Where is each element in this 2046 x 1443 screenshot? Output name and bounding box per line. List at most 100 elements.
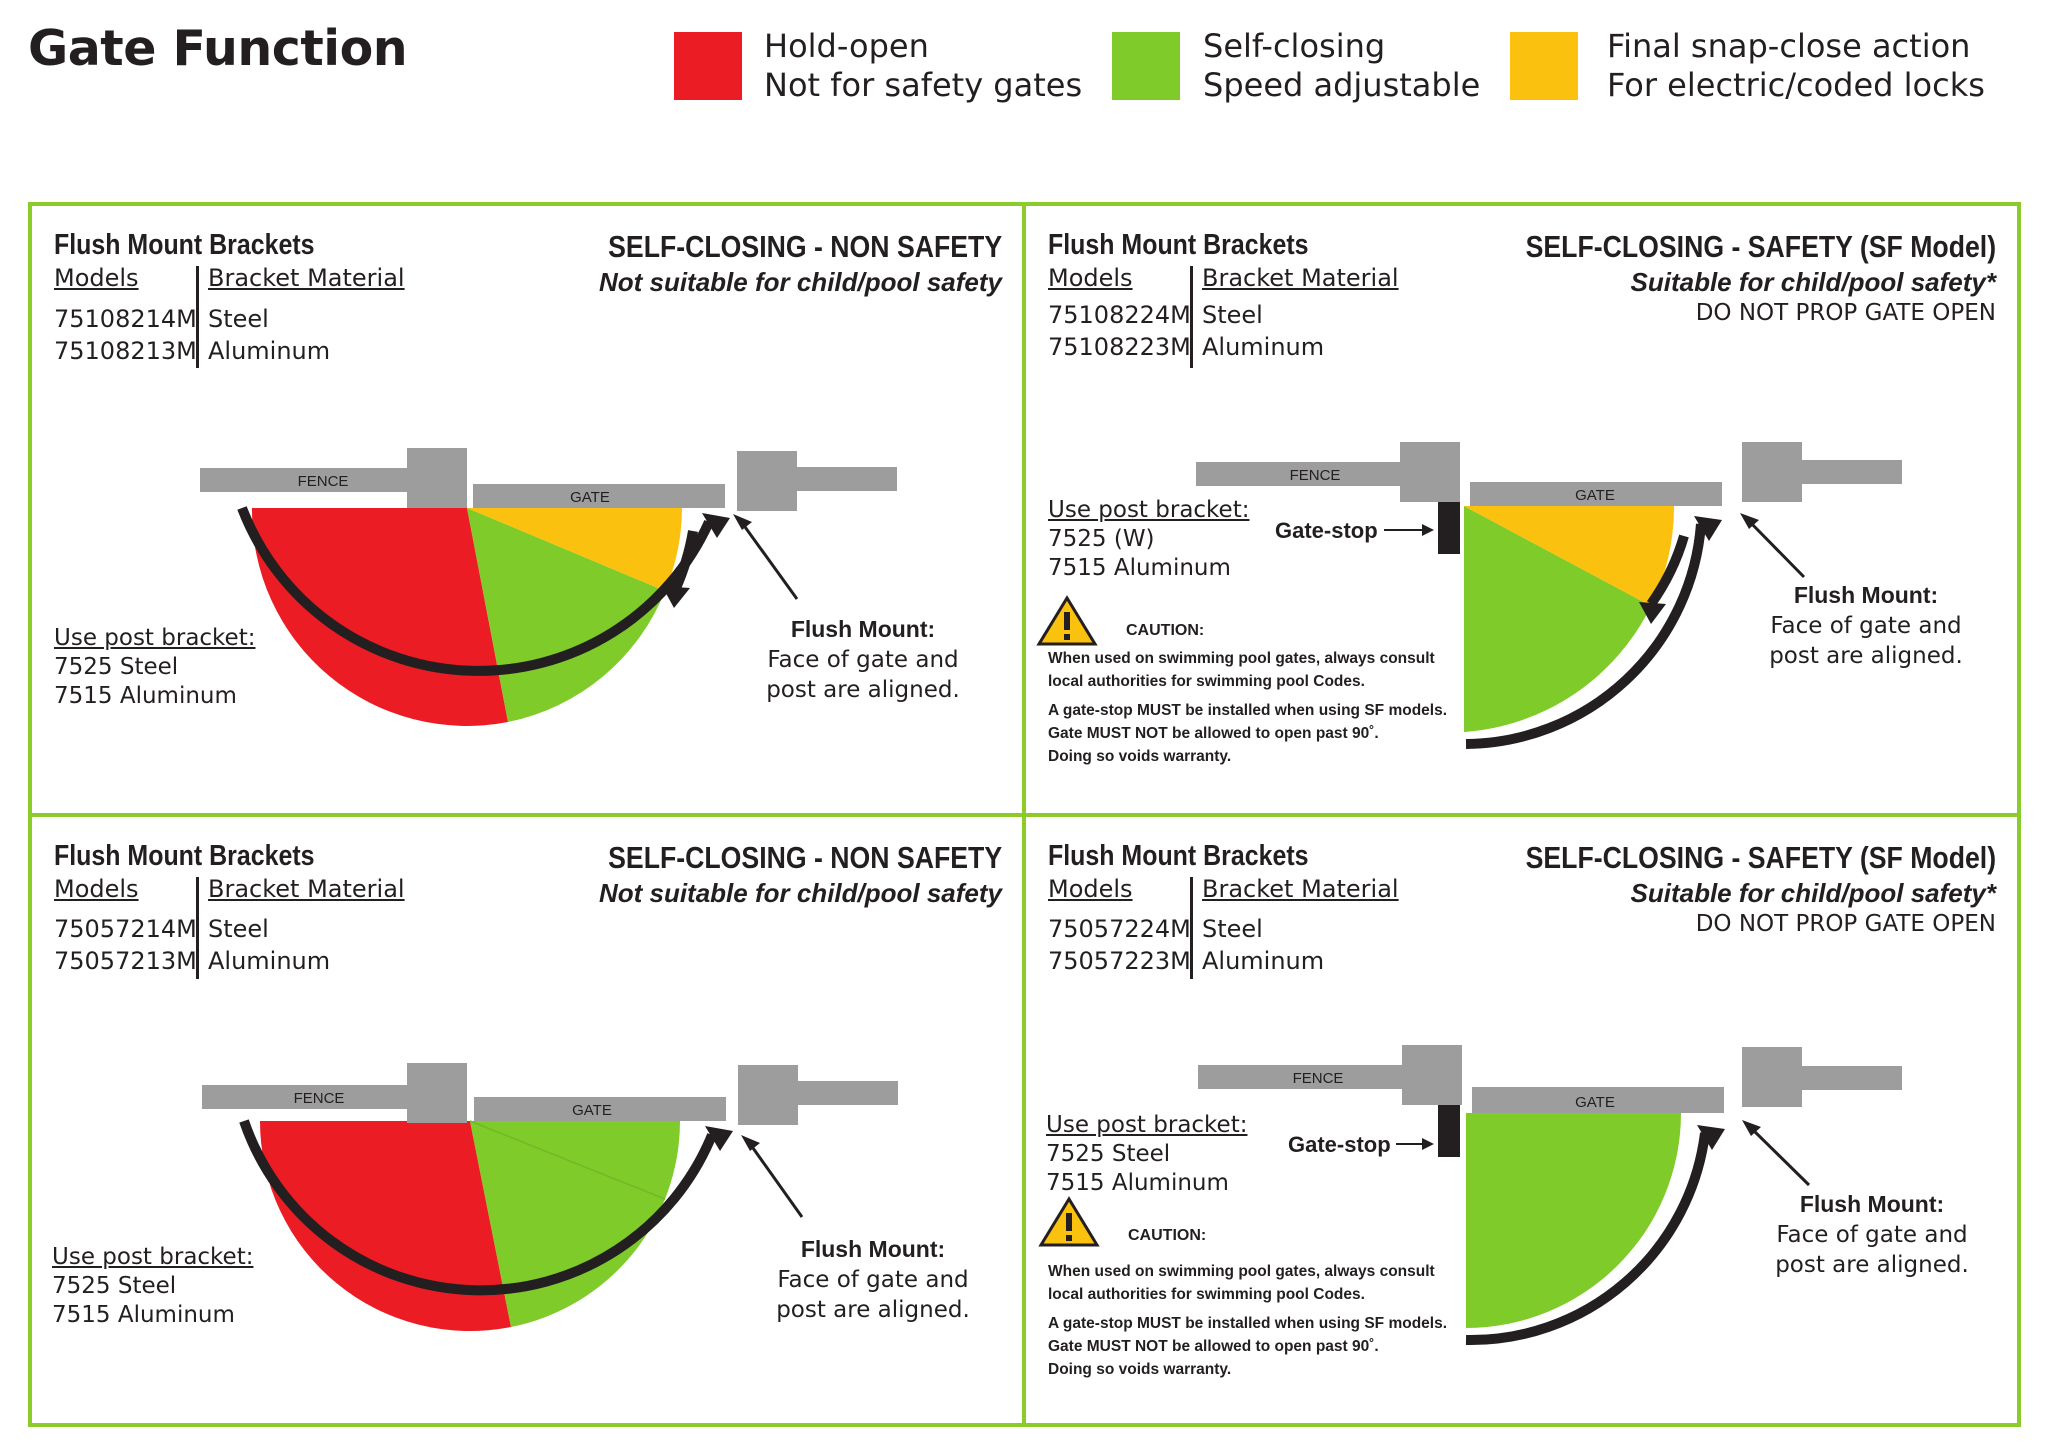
- panel-warning-note: DO NOT PROP GATE OPEN: [1695, 300, 1996, 326]
- hinge-arm: [798, 1081, 898, 1105]
- caution-text: Gate MUST NOT be allowed to open past 90…: [1048, 1338, 1379, 1355]
- material-cell: Aluminum: [208, 337, 331, 365]
- panel-type-title: SELF-CLOSING - NON SAFETY: [608, 229, 1002, 264]
- fence-post: [407, 1063, 467, 1123]
- gate-stop-label: Gate-stop: [1275, 518, 1378, 543]
- flush-mount-line: Face of gate and: [1776, 1222, 1967, 1248]
- caution-title: CAUTION:: [1128, 1227, 1207, 1244]
- caution-text: local authorities for swimming pool Code…: [1048, 673, 1365, 690]
- material-cell: Steel: [1202, 301, 1263, 329]
- hinge-post: [1742, 442, 1802, 502]
- zone-divider: [469, 1120, 666, 1200]
- flush-mount-line: post are aligned.: [766, 677, 960, 703]
- fence-bar: [202, 1085, 410, 1109]
- legend-line: Not for safety gates: [764, 66, 1083, 104]
- fence-label: FENCE: [298, 473, 349, 490]
- post-bracket-item: 7515 Aluminum: [54, 683, 237, 709]
- column-divider: [1190, 266, 1193, 368]
- post-bracket-item: 7525 Steel: [1046, 1141, 1171, 1167]
- legend-item-self-closing: Self-closing Speed adjustable: [1203, 27, 1480, 105]
- material-cell: Aluminum: [208, 947, 331, 975]
- panel-heading: Flush Mount Brackets: [1048, 229, 1309, 261]
- caution-text: When used on swimming pool gates, always…: [1048, 650, 1435, 667]
- green-self-closing-zone: [470, 1121, 680, 1327]
- panel-type-subtitle: Not suitable for child/pool safety: [598, 878, 1002, 908]
- flush-mount-title: Flush Mount:: [791, 616, 935, 642]
- model-cell: 75057223M: [1048, 947, 1191, 975]
- fence-label: FENCE: [294, 1090, 345, 1107]
- hinge-arm: [797, 467, 897, 491]
- fence-post: [407, 448, 467, 508]
- arrowhead: [702, 513, 730, 538]
- gate-stop-arrowhead: [1422, 1138, 1434, 1150]
- flush-mount-line: Face of gate and: [1770, 613, 1961, 639]
- model-cell: 75057214M: [54, 915, 197, 943]
- material-cell: Aluminum: [1202, 947, 1325, 975]
- gate-label: GATE: [1575, 1094, 1615, 1111]
- hinge-post: [737, 451, 797, 511]
- panel-type-title: SELF-CLOSING - SAFETY (SF Model): [1525, 840, 1996, 875]
- post-bracket-label: Use post bracket:: [52, 1244, 254, 1270]
- post-bracket-note: Use post bracket: 7525 (W) 7515 Aluminum: [1048, 496, 1249, 583]
- models-column-header: Models: [54, 264, 139, 292]
- model-cell: 75108223M: [1048, 333, 1191, 361]
- legend-swatch-red: [674, 32, 742, 100]
- panel-type-subtitle: Suitable for child/pool safety*: [1630, 878, 1997, 908]
- caution-icon: [1036, 595, 1098, 646]
- pointer-arrowhead: [733, 514, 752, 530]
- post-bracket-item: 7525 Steel: [52, 1273, 177, 1299]
- post-bracket-note: Use post bracket: 7525 Steel 7515 Alumin…: [1046, 1111, 1247, 1198]
- post-bracket-note: Use post bracket: 7525 Steel 7515 Alumin…: [54, 624, 255, 711]
- flush-mount-line: Face of gate and: [777, 1267, 968, 1293]
- post-bracket-item: 7525 Steel: [54, 654, 179, 680]
- caution-icon: [1038, 1196, 1100, 1247]
- arrowhead: [1639, 602, 1666, 624]
- legend-line: Speed adjustable: [1203, 66, 1481, 104]
- models-column-header: Models: [54, 875, 139, 903]
- gate-swing-diagram: FENCE GATE Gate-stop Flush Mount: Face o…: [1038, 1045, 1969, 1346]
- legend-line: Hold-open: [764, 27, 929, 65]
- fence-bar: [200, 468, 408, 492]
- caution-text: local authorities for swimming pool Code…: [1048, 1286, 1365, 1303]
- pointer-line: [746, 1140, 804, 1218]
- pointer-line: [1745, 517, 1806, 579]
- post-bracket-note: Use post bracket: 7525 Steel 7515 Alumin…: [52, 1243, 253, 1330]
- post-bracket-item: 7515 Aluminum: [1048, 555, 1231, 581]
- gate-label: GATE: [570, 489, 610, 506]
- panel-top-left: Flush Mount Brackets SELF-CLOSING - NON …: [30, 204, 1026, 815]
- material-column-header: Bracket Material: [208, 875, 405, 903]
- gate-bar: [1472, 1087, 1724, 1113]
- flush-mount-title: Flush Mount:: [801, 1236, 945, 1262]
- panel-top-right: Flush Mount Brackets SELF-CLOSING - SAFE…: [1024, 204, 2020, 815]
- panel-heading: Flush Mount Brackets: [54, 840, 315, 872]
- page-title: Gate Function: [28, 20, 408, 77]
- model-cell: 75108224M: [1048, 301, 1191, 329]
- panel-heading: Flush Mount Brackets: [1048, 840, 1309, 872]
- flush-mount-line: post are aligned.: [1775, 1252, 1969, 1278]
- arrowhead: [1697, 1125, 1725, 1150]
- panel-bottom-left: Flush Mount Brackets SELF-CLOSING - NON …: [30, 815, 1026, 1426]
- fence-bar: [1196, 462, 1430, 486]
- hinge-arm: [1802, 1066, 1902, 1090]
- gate-stop-label: Gate-stop: [1288, 1132, 1391, 1157]
- pointer-arrowhead: [1740, 513, 1759, 529]
- flush-mount-line: Face of gate and: [767, 647, 958, 673]
- fence-label: FENCE: [1290, 467, 1341, 484]
- model-cell: 75108214M: [54, 305, 197, 333]
- column-divider: [196, 266, 199, 368]
- model-cell: 75057213M: [54, 947, 197, 975]
- caution-text: Gate MUST NOT be allowed to open past 90…: [1048, 725, 1379, 742]
- swing-arc: [1465, 1132, 1710, 1346]
- model-cell: 75108213M: [54, 337, 197, 365]
- panel-type-subtitle: Suitable for child/pool safety*: [1630, 267, 1997, 297]
- flush-mount-title: Flush Mount:: [1794, 582, 1938, 608]
- frame-middle-vertical: [1022, 202, 1026, 1427]
- panel-type-title: SELF-CLOSING - NON SAFETY: [608, 840, 1002, 875]
- fence-post: [1402, 1045, 1462, 1105]
- pointer-line: [1747, 1124, 1811, 1187]
- caution-text: A gate-stop MUST be installed when using…: [1048, 702, 1448, 719]
- yellow-snap-close-zone: [1464, 506, 1675, 606]
- model-cell: 75057224M: [1048, 915, 1191, 943]
- swing-arc: [237, 506, 714, 676]
- material-column-header: Bracket Material: [1202, 875, 1399, 903]
